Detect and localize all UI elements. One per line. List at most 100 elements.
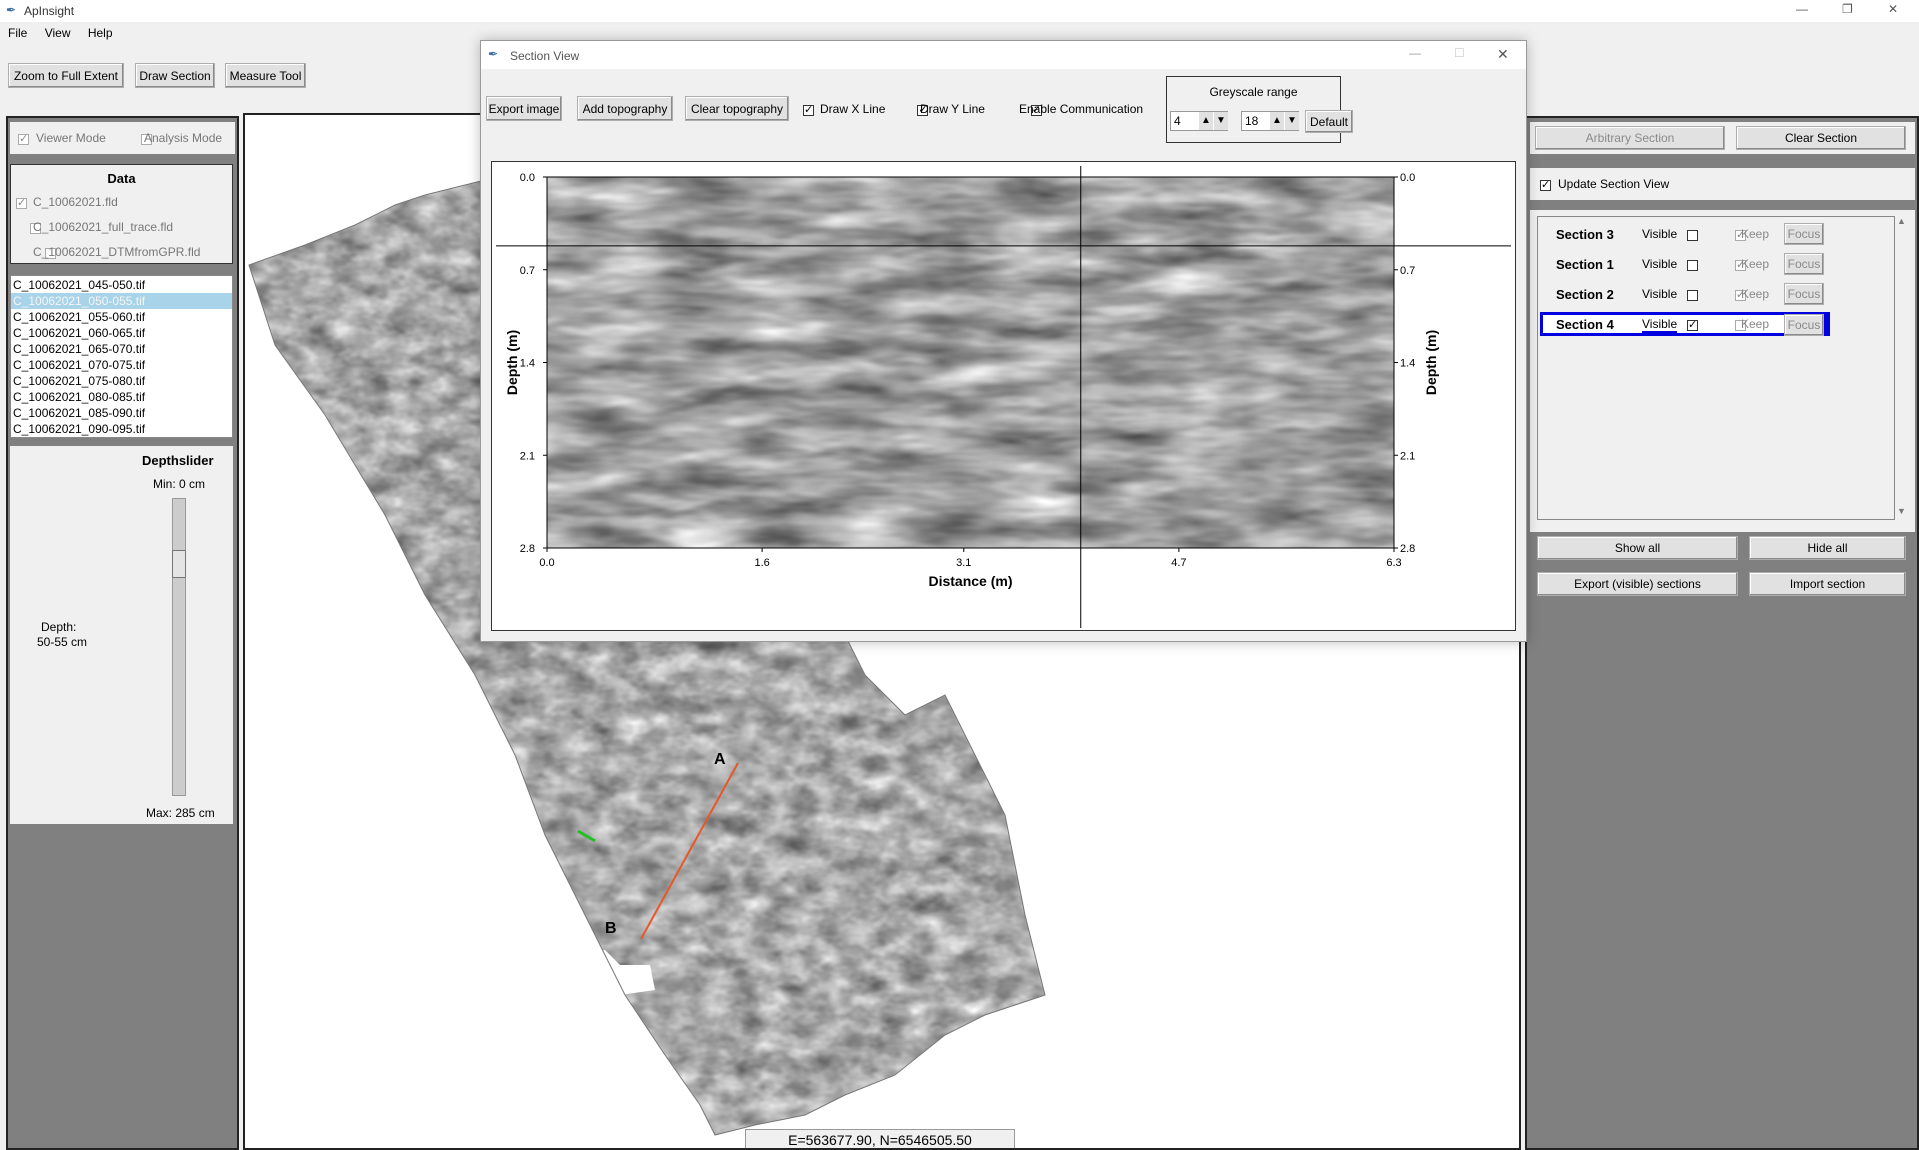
section-row[interactable]: Section 4 Visible Keep Focus (1540, 312, 1830, 336)
spin-up-icon[interactable]: ▲ (1270, 112, 1284, 130)
depth-slider-thumb[interactable] (172, 550, 186, 578)
x-axis-label: Distance (m) (928, 573, 1012, 589)
greyscale-range-group: Greyscale range 4 ▲ ▼ 18 ▲ ▼ Default (1166, 76, 1353, 143)
section-visible-checkbox[interactable] (1687, 230, 1698, 242)
depth-max-label: Max: 285 cm (146, 806, 215, 820)
depth-min-label: Min: 0 cm (153, 477, 206, 491)
draw-x-line-checkbox[interactable] (803, 103, 814, 117)
scroll-up-icon[interactable]: ▲ (1897, 216, 1906, 226)
minimize-icon[interactable]: — (1796, 2, 1808, 16)
depthslider-panel: Depthslider Min: 0 cm Depth: 50-55 cm Ma… (10, 446, 233, 824)
show-all-button[interactable]: Show all (1537, 536, 1738, 560)
menu-help[interactable]: Help (87, 26, 113, 40)
section-row[interactable]: Section 3 Visible Keep Focus (1540, 222, 1830, 246)
y-tick-label: 2.1 (520, 450, 535, 462)
x-tick-label: 3.1 (956, 557, 971, 569)
section-keep-checkbox[interactable] (1735, 258, 1746, 272)
viewer-mode-checkbox[interactable] (18, 132, 29, 146)
arbitrary-section-button[interactable]: Arbitrary Section (1535, 126, 1725, 150)
export-sections-button[interactable]: Export (visible) sections (1537, 572, 1738, 596)
clear-section-button[interactable]: Clear Section (1736, 126, 1906, 150)
list-item[interactable]: C_10062021_045-050.tif (13, 278, 146, 292)
scroll-down-icon[interactable]: ▼ (1897, 506, 1906, 516)
greyscale-default-button[interactable]: Default (1305, 110, 1353, 133)
section-keep-checkbox[interactable] (1735, 320, 1746, 332)
section-keep-label: Keep (1741, 227, 1770, 241)
y-tick-label: 0.7 (520, 265, 535, 277)
section-focus-button[interactable]: Focus (1784, 223, 1824, 245)
data-item-label: C_10062021_full_trace.fld (33, 220, 174, 234)
y-tick-label-right: 2.1 (1400, 450, 1415, 462)
update-view-row: Update Section View (1530, 168, 1915, 200)
file-list[interactable]: C_10062021_045-050.tif C_10062021_050-05… (10, 275, 233, 438)
data-item-checkbox[interactable] (44, 248, 56, 260)
add-topography-button[interactable]: Add topography (577, 96, 673, 121)
section-visible-label: Visible (1642, 317, 1678, 334)
section-keep-label: Keep (1741, 287, 1770, 301)
grey-min-spinbox[interactable]: 4 ▲ ▼ (1170, 111, 1228, 131)
section-visible-label: Visible (1642, 227, 1678, 241)
enable-communication-checkbox[interactable] (1030, 103, 1042, 117)
export-image-button[interactable]: Export image (486, 96, 562, 121)
list-item[interactable]: C_10062021_055-060.tif (13, 310, 146, 324)
section-view-title: Section View (510, 49, 580, 63)
list-item[interactable]: C_10062021_050-055.tif (11, 293, 232, 309)
close-icon[interactable]: ✕ (1888, 2, 1899, 16)
list-item[interactable]: C_10062021_070-075.tif (13, 358, 146, 372)
zoom-full-extent-button[interactable]: Zoom to Full Extent (8, 63, 124, 88)
draw-y-line-checkbox[interactable] (917, 103, 929, 117)
spin-down-icon[interactable]: ▼ (1285, 112, 1299, 130)
clear-topography-button[interactable]: Clear topography (685, 96, 789, 121)
y-tick-label-right: 0.0 (1400, 172, 1415, 184)
minimize-icon[interactable]: — (1409, 46, 1421, 60)
viewer-mode-label: Viewer Mode (36, 131, 106, 145)
section-focus-button[interactable]: Focus (1784, 283, 1824, 305)
section-row[interactable]: Section 2 Visible Keep Focus (1540, 282, 1830, 306)
sections-list (1537, 216, 1895, 520)
data-item-checkbox[interactable] (30, 223, 42, 235)
list-item[interactable]: C_10062021_060-065.tif (13, 326, 146, 340)
x-tick-label: 0.0 (539, 557, 554, 569)
section-plot-frame[interactable]: 0.0 1.6 3.1 4.7 6.3 0.0 0.0 0.7 0.7 1.4 1.4 2.1 2.1 2… (491, 161, 1516, 631)
spin-down-icon[interactable]: ▼ (1214, 112, 1228, 130)
list-item[interactable]: C_10062021_065-070.tif (13, 342, 146, 356)
draw-y-line-label: Draw Y Line (920, 102, 985, 116)
grey-max-spinbox[interactable]: 18 ▲ ▼ (1241, 111, 1299, 131)
list-item[interactable]: C_10062021_075-080.tif (13, 374, 146, 388)
list-item[interactable]: C_10062021_090-095.tif (13, 422, 146, 436)
spin-up-icon[interactable]: ▲ (1199, 112, 1213, 130)
depth-slider-track[interactable] (172, 498, 186, 796)
section-visible-checkbox[interactable] (1687, 318, 1698, 332)
hide-all-button[interactable]: Hide all (1749, 536, 1906, 560)
list-item[interactable]: C_10062021_080-085.tif (13, 390, 146, 404)
measure-tool-button[interactable]: Measure Tool (225, 63, 306, 88)
y-axis-label: Depth (m) (504, 330, 520, 395)
y-tick-label: 1.4 (520, 358, 535, 370)
list-item[interactable]: C_10062021_085-090.tif (13, 406, 146, 420)
sections-scrollbar[interactable]: ▲ ▼ (1895, 216, 1909, 520)
section-row[interactable]: Section 1 Visible Keep Focus (1540, 252, 1830, 276)
menu-file[interactable]: File (8, 26, 28, 40)
menu-view[interactable]: View (44, 26, 71, 40)
section-focus-button[interactable]: Focus (1784, 253, 1824, 275)
y-tick-label-right: 0.7 (1400, 265, 1415, 277)
y-tick-label: 0.0 (520, 172, 535, 184)
section-visible-checkbox[interactable] (1687, 260, 1698, 272)
y-tick-label-right: 2.8 (1400, 543, 1415, 555)
draw-section-button[interactable]: Draw Section (135, 63, 215, 88)
import-section-button[interactable]: Import section (1749, 572, 1906, 596)
section-plot-svg: 0.0 1.6 3.1 4.7 6.3 0.0 0.0 0.7 0.7 1.4 1.4 2.1 2.1 2… (496, 166, 1511, 628)
draw-x-line-label: Draw X Line (820, 102, 886, 116)
section-name: Section 3 (1556, 227, 1614, 242)
maximize-icon[interactable]: ☐ (1454, 46, 1465, 60)
section-visible-checkbox[interactable] (1687, 290, 1698, 302)
data-item-checkbox[interactable] (16, 196, 27, 210)
radargram-image (547, 177, 1394, 548)
restore-icon[interactable]: ❐ (1842, 2, 1853, 16)
update-section-view-checkbox[interactable] (1540, 178, 1551, 192)
section-focus-button[interactable]: Focus (1784, 314, 1824, 336)
section-keep-checkbox[interactable] (1735, 288, 1746, 302)
analysis-mode-checkbox[interactable] (141, 134, 153, 146)
section-keep-checkbox[interactable] (1735, 228, 1746, 242)
close-icon[interactable]: ✕ (1497, 46, 1509, 62)
